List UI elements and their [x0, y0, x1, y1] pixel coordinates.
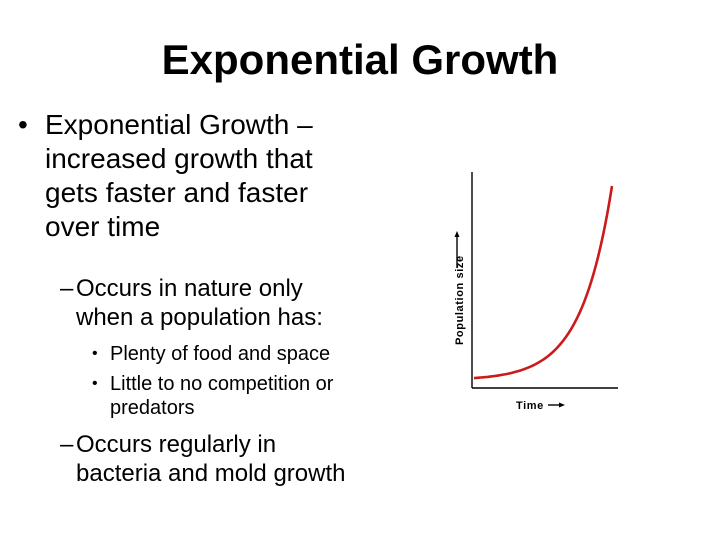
bullet-line: gets faster and faster — [45, 177, 309, 208]
bullet-exponential-growth: • Exponential Growth – increased growth … — [18, 108, 428, 244]
sub-bullet-line: Occurs regularly in — [76, 431, 277, 458]
sub-sub-bullet-competition: • Little to no competition or predators — [92, 372, 428, 420]
sub-bullet-line: Occurs in nature only — [76, 275, 303, 302]
sub-sub-bullet-line: Little to no competition or — [110, 373, 334, 395]
bullet-marker: • — [18, 109, 28, 140]
x-axis-label: Time — [516, 400, 544, 412]
sub-sub-bullet-marker: • — [92, 345, 98, 362]
bullet-line: Exponential Growth – — [45, 109, 313, 140]
sub-sub-bullet-marker: • — [92, 375, 98, 392]
sub-sub-bullet-food: • Plenty of food and space — [92, 342, 428, 366]
sub-bullet-nature: – Occurs in nature only when a populatio… — [60, 274, 428, 332]
exponential-growth-chart: Population size Time — [454, 172, 618, 412]
y-axis-arrow-icon — [454, 231, 460, 237]
sub-bullet-marker: – — [60, 431, 74, 458]
y-axis-label: Population size — [454, 255, 466, 345]
x-axis-arrow-icon — [559, 402, 565, 408]
bullet-line: increased growth that — [45, 143, 313, 174]
sub-bullet-line: bacteria and mold growth — [76, 460, 346, 487]
growth-curve — [473, 185, 614, 380]
sub-sub-bullet-line: Plenty of food and space — [110, 343, 331, 365]
sub-sub-bullet-line: predators — [110, 397, 195, 419]
bullet-line: over time — [45, 211, 161, 242]
bullet-list: • Exponential Growth – increased growth … — [18, 108, 428, 488]
sub-bullet-bacteria: – Occurs regularly in bacteria and mold … — [60, 430, 428, 488]
slide-title: Exponential Growth — [161, 36, 559, 83]
sub-bullet-marker: – — [60, 275, 74, 302]
sub-bullet-line: when a population has: — [76, 304, 323, 331]
